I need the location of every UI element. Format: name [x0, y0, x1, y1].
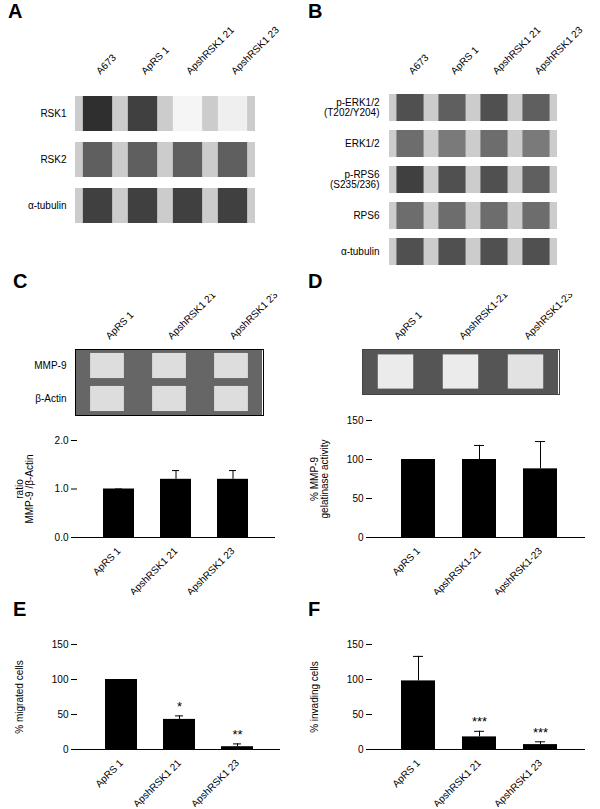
svg-text:ApRS 1: ApRS 1	[93, 757, 125, 789]
svg-text:α-tubulin: α-tubulin	[28, 200, 67, 211]
svg-text:A673: A673	[406, 52, 431, 77]
svg-text:ApRS 1: ApRS 1	[390, 757, 422, 789]
svg-text:ApshRSK1-23: ApshRSK1-23	[522, 294, 575, 341]
svg-text:ApshRSK1 23: ApshRSK1 23	[189, 757, 242, 807]
svg-text:RSK1: RSK1	[40, 108, 67, 119]
svg-text:100: 100	[52, 674, 69, 685]
svg-text:ApRS 1: ApRS 1	[390, 545, 422, 577]
svg-text:50: 50	[352, 709, 364, 720]
svg-text:β-Actin: β-Actin	[35, 393, 66, 404]
svg-text:150: 150	[347, 639, 364, 650]
html-text:C: C	[13, 270, 28, 292]
svg-text:% migrated cells: % migrated cells	[14, 660, 25, 733]
svg-text:50: 50	[352, 493, 364, 504]
svg-text:*: *	[177, 699, 182, 714]
svg-text:150: 150	[347, 415, 364, 426]
svg-text:ApshRSK1 23: ApshRSK1 23	[532, 24, 585, 76]
svg-text:p-RPS6(S235/236): p-RPS6(S235/236)	[330, 169, 380, 190]
svg-text:0: 0	[63, 744, 69, 755]
svg-text:A673: A673	[94, 52, 119, 77]
svg-text:ApshRSK1 23: ApshRSK1 23	[227, 294, 280, 341]
svg-text:ERK1/2: ERK1/2	[345, 138, 380, 149]
svg-text:ApshRSK1-21: ApshRSK1-21	[431, 545, 484, 595]
svg-text:ratioMMP-9 /β-Actin: ratioMMP-9 /β-Actin	[14, 454, 35, 523]
svg-text:100: 100	[347, 674, 364, 685]
svg-text:ApshRSK1 21: ApshRSK1 21	[165, 294, 218, 341]
svg-text:***: ***	[533, 725, 548, 740]
svg-text:ApshRSK1 23: ApshRSK1 23	[184, 545, 237, 595]
svg-text:50: 50	[57, 709, 69, 720]
html-text:B: B	[308, 0, 323, 22]
svg-text:ApRS 1: ApRS 1	[91, 545, 123, 577]
svg-text:ApshRSK1 21: ApshRSK1 21	[127, 545, 180, 595]
svg-text:MMP-9: MMP-9	[34, 360, 67, 371]
svg-text:***: ***	[472, 714, 487, 729]
svg-text:ApshRSK1 23: ApshRSK1 23	[492, 757, 545, 807]
html-text:A: A	[8, 0, 23, 22]
svg-text:RPS6: RPS6	[353, 210, 380, 221]
svg-text:0.0: 0.0	[55, 532, 69, 543]
svg-text:ApshRSK1 21: ApshRSK1 21	[431, 757, 484, 807]
svg-text:ApRS 1: ApRS 1	[139, 44, 171, 76]
svg-text:ApRS 1: ApRS 1	[448, 44, 480, 76]
svg-text:0: 0	[358, 532, 364, 543]
html-text:F: F	[308, 598, 321, 620]
svg-text:ApRS 1: ApRS 1	[103, 309, 135, 341]
svg-text:100: 100	[347, 454, 364, 465]
svg-text:ApshRSK1 23: ApshRSK1 23	[229, 24, 282, 76]
svg-text:% MMP-9gelatinase activity: % MMP-9gelatinase activity	[309, 440, 330, 519]
svg-text:RSK2: RSK2	[40, 154, 67, 165]
svg-text:p-ERK1/2(T202/Y204): p-ERK1/2(T202/Y204)	[324, 97, 380, 118]
svg-text:2.0: 2.0	[55, 435, 69, 446]
svg-text:0: 0	[358, 744, 364, 755]
svg-text:% invading cells: % invading cells	[309, 661, 320, 733]
svg-text:150: 150	[52, 639, 69, 650]
svg-text:ApshRSK1 21: ApshRSK1 21	[131, 757, 184, 807]
html-text:E: E	[13, 598, 27, 620]
svg-text:ApshRSK1-23: ApshRSK1-23	[492, 545, 545, 595]
svg-text:ApRS 1: ApRS 1	[392, 309, 424, 341]
svg-text:α-tubulin: α-tubulin	[341, 246, 380, 257]
svg-text:ApshRSK1-21: ApshRSK1-21	[457, 294, 510, 341]
svg-text:1.0: 1.0	[55, 483, 69, 494]
html-text:D: D	[308, 270, 323, 292]
svg-text:**: **	[232, 727, 242, 742]
